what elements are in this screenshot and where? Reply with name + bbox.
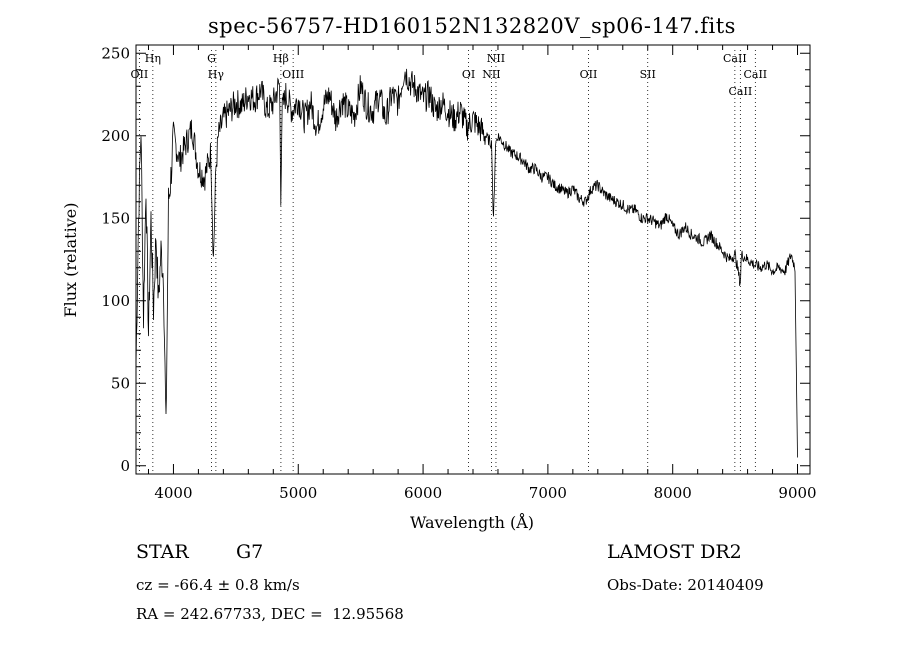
y-axis-label: Flux (relative) <box>61 203 80 318</box>
subclass-label: G7 <box>236 541 264 563</box>
y-tick-label: 200 <box>101 127 130 145</box>
y-tick-label: 50 <box>111 374 130 392</box>
spectral-line-label: Hβ <box>273 52 289 65</box>
spectral-line-label: OII <box>131 68 149 81</box>
y-tick-label: 0 <box>120 457 130 475</box>
spectral-line-label: CaII <box>729 85 753 98</box>
spectral-line-label: NII <box>482 68 500 81</box>
x-tick-label: 5000 <box>279 484 317 502</box>
x-tick-label: 9000 <box>778 484 816 502</box>
spectral-line-label: OIII <box>282 68 304 81</box>
spectral-line-label: OII <box>580 68 598 81</box>
spectral-line-label: CaII <box>723 52 747 65</box>
chart-title: spec-56757-HD160152N132820V_sp06-147.fit… <box>208 14 736 38</box>
spectral-line-label: Hη <box>145 52 161 65</box>
y-tick-label: 250 <box>101 44 130 62</box>
redshift-text: cz = -66.4 ± 0.8 km/s <box>136 576 300 594</box>
spectral-line-label: CaII <box>743 68 767 81</box>
spectral-line-label: G <box>207 52 216 65</box>
y-tick-label: 150 <box>101 209 130 227</box>
x-tick-label: 8000 <box>654 484 692 502</box>
spectral-line-label: NII <box>487 52 505 65</box>
x-axis-label: Wavelength (Å) <box>410 512 534 532</box>
spectral-line-label: Hγ <box>208 68 225 81</box>
survey-label: LAMOST DR2 <box>607 541 742 563</box>
x-tick-label: 4000 <box>154 484 192 502</box>
obs-date-text: Obs-Date: 20140409 <box>607 576 764 594</box>
spectrum-line <box>135 68 798 458</box>
spectral-line-label: SII <box>640 68 656 81</box>
spectral-line-label: OI <box>462 68 475 81</box>
coordinates-text: RA = 242.67733, DEC = 12.95568 <box>136 605 404 623</box>
x-tick-label: 6000 <box>404 484 442 502</box>
y-tick-label: 100 <box>101 292 130 310</box>
plot-area: Hη OII Hγ G Hβ OIII NII OI NII OII SII CaII CaII CaII… <box>101 44 816 502</box>
x-tick-label: 7000 <box>529 484 567 502</box>
class-label: STAR <box>136 541 189 563</box>
